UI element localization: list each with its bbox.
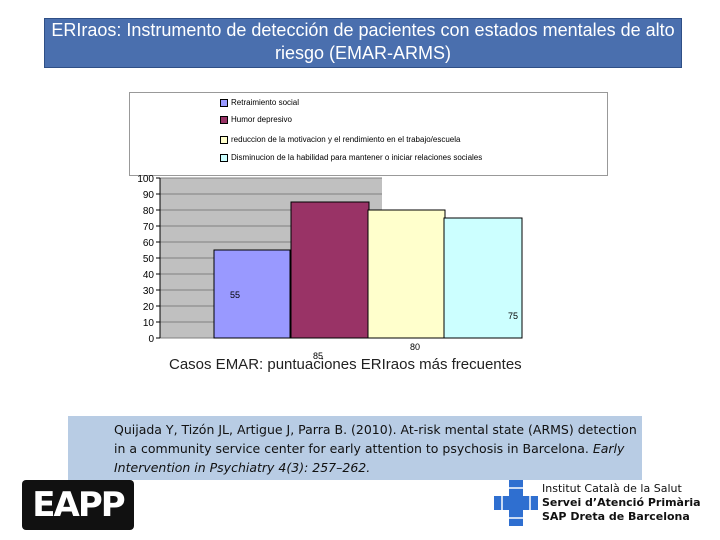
eapp-logo: EAPP	[22, 480, 134, 530]
legend-item: Retraimiento social	[220, 98, 299, 107]
legend-item: Disminucion de la habilidad para mantene…	[220, 153, 482, 162]
bar	[213, 249, 291, 339]
y-tick-label: 20	[143, 302, 155, 313]
y-tick-label: 60	[143, 238, 155, 249]
y-tick-label: 50	[143, 254, 155, 265]
citation-box: Quijada Y, Tizón JL, Artigue J, Parra B.…	[68, 416, 642, 480]
legend-swatch	[220, 153, 228, 162]
chart-legend: Retraimiento social Humor depresivo redu…	[129, 92, 608, 176]
medical-cross-icon	[494, 480, 538, 526]
bar	[290, 201, 370, 339]
y-tick-label: 70	[143, 222, 155, 233]
chart-caption: Casos EMAR: puntuaciones ERIraos más fre…	[169, 356, 522, 373]
legend-swatch	[220, 115, 228, 124]
y-tick-label: 100	[137, 174, 154, 185]
bar	[367, 209, 446, 339]
citation-text: Quijada Y, Tizón JL, Artigue J, Parra B.…	[114, 422, 637, 456]
data-label: 75	[508, 311, 518, 321]
y-tick-label: 30	[143, 286, 155, 297]
data-label: 85	[313, 351, 323, 361]
legend-item: Humor depresivo	[220, 115, 292, 124]
institution-text: Institut Català de la Salut Servei d’Ate…	[542, 482, 701, 523]
y-tick-label: 40	[143, 270, 155, 281]
y-tick-label: 80	[143, 206, 155, 217]
y-tick-label: 90	[143, 190, 155, 201]
legend-swatch	[220, 135, 228, 144]
legend-item: reduccion de la motivacion y el rendimie…	[220, 135, 460, 144]
data-label: 80	[410, 342, 420, 352]
citation-journal: Early Intervention in Psychiatry 4(3): 2…	[114, 441, 625, 475]
data-label: 55	[230, 290, 240, 300]
slide-title: ERIraos: Instrumento de detección de pac…	[44, 18, 682, 68]
y-tick-label: 10	[143, 318, 155, 329]
legend-swatch	[220, 98, 228, 107]
y-tick-label: 0	[148, 334, 154, 345]
bar	[443, 217, 523, 339]
